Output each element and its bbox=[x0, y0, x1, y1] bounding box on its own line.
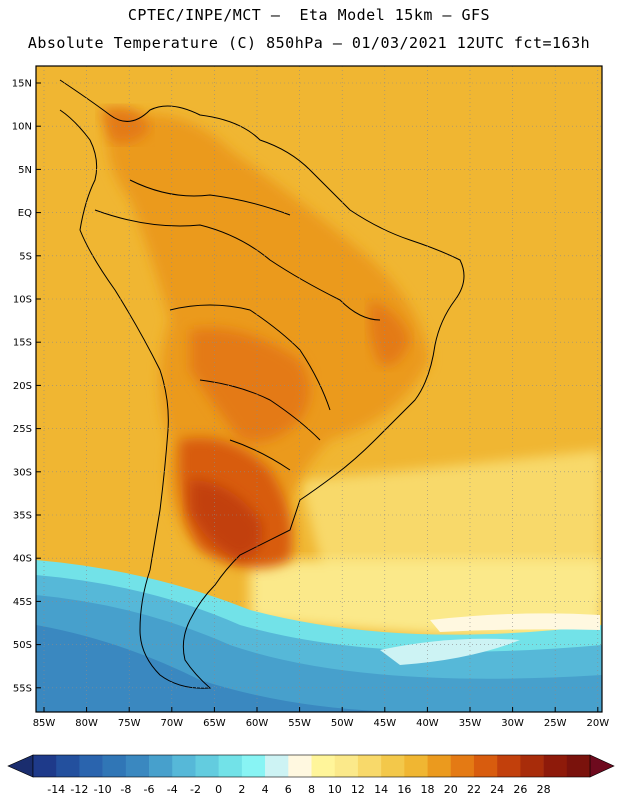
colorbar-swatch bbox=[357, 755, 382, 777]
colorbar-high-arrow bbox=[589, 754, 615, 778]
latitude-labels: 15N 10N 5N EQ 5S 10S 15S 20S 25S 30S 35S 40S 45S 50S 5… bbox=[12, 79, 41, 694]
lon-label: 60W bbox=[246, 718, 269, 729]
lat-label: 30S bbox=[13, 467, 32, 478]
lat-label: 20S bbox=[13, 381, 32, 392]
title-line-1: CPTEC/INPE/MCT – Eta Model 15km – GFS bbox=[127, 6, 491, 24]
lon-label: 45W bbox=[373, 718, 396, 729]
lon-label: 40W bbox=[416, 718, 439, 729]
lon-label: 25W bbox=[544, 718, 567, 729]
colorbar-tick-label: 4 bbox=[262, 783, 269, 796]
coastline bbox=[59, 79, 465, 689]
title-line-2: Absolute Temperature (C) 850hPa – 01/03/… bbox=[27, 34, 591, 52]
temperature-field bbox=[36, 66, 602, 712]
lon-label: 20W bbox=[586, 718, 609, 729]
colorbar-swatch bbox=[102, 755, 127, 777]
colorbar-swatch bbox=[33, 755, 57, 777]
lat-label: 5N bbox=[18, 165, 32, 176]
colorbar-swatch bbox=[125, 755, 150, 777]
lat-label: 40S bbox=[13, 554, 32, 565]
lat-label: 35S bbox=[13, 511, 32, 522]
colorbar-tick-label: 2 bbox=[238, 783, 245, 796]
colorbar-low-arrow bbox=[7, 754, 34, 778]
colorbar-tick-label: -12 bbox=[70, 783, 88, 796]
colorbar-tick-label: 24 bbox=[490, 783, 504, 796]
lat-label: 15S bbox=[13, 338, 32, 349]
colorbar-swatch bbox=[172, 755, 196, 777]
colorbar-tick-label: 28 bbox=[537, 783, 551, 796]
colorbar-swatch bbox=[56, 755, 80, 777]
colorbar-tick-label: -14 bbox=[47, 783, 65, 796]
colorbar-tick-label: 14 bbox=[374, 783, 388, 796]
colorbar-tick-label: 12 bbox=[351, 783, 365, 796]
colorbar-outline bbox=[32, 754, 591, 778]
map-frame bbox=[35, 65, 603, 713]
colorbar-swatch bbox=[497, 755, 521, 777]
lon-label: 85W bbox=[33, 718, 56, 729]
colorbar-swatch bbox=[334, 755, 359, 777]
lon-label: 80W bbox=[75, 718, 98, 729]
colorbar-swatch bbox=[473, 755, 498, 777]
colorbar-swatch bbox=[381, 755, 405, 777]
colorbar-tick-label: 18 bbox=[421, 783, 435, 796]
colorbar-swatch bbox=[311, 755, 336, 777]
colorbar-swatch bbox=[566, 755, 591, 777]
lat-label: 15N bbox=[12, 79, 32, 90]
colorbar-tick-label: 10 bbox=[328, 783, 342, 796]
lat-label: 55S bbox=[13, 683, 32, 694]
colorbar-tick-label: -4 bbox=[167, 783, 178, 796]
colorbar-tick-label: 6 bbox=[285, 783, 292, 796]
longitude-labels: 85W 80W 75W 70W 65W 60W 55W 50W 45W 40W 35W 30W 25W 2… bbox=[33, 707, 609, 729]
colorbar-tick-label: 16 bbox=[397, 783, 411, 796]
colorbar-swatch bbox=[543, 755, 568, 777]
colorbar-tick-label: 0 bbox=[215, 783, 222, 796]
colorbar-swatch bbox=[241, 755, 266, 777]
colorbar-tick-label: -2 bbox=[190, 783, 201, 796]
colorbar-tick-label: 8 bbox=[308, 783, 315, 796]
lat-label: 25S bbox=[13, 424, 32, 435]
lat-label: 45S bbox=[13, 597, 32, 608]
colorbar-swatch bbox=[404, 755, 428, 777]
colorbar-swatch bbox=[427, 755, 452, 777]
lon-label: 50W bbox=[331, 718, 354, 729]
colorbar-swatch bbox=[79, 755, 103, 777]
lon-label: 65W bbox=[203, 718, 226, 729]
colorbar-tick-label: -10 bbox=[94, 783, 112, 796]
lat-label: 5S bbox=[19, 251, 32, 262]
colorbar-swatch bbox=[218, 755, 243, 777]
lat-label: 50S bbox=[13, 640, 32, 651]
lat-label: 10S bbox=[13, 295, 32, 306]
colorbar-tick-label: 26 bbox=[513, 783, 527, 796]
colorbar-swatch bbox=[265, 755, 289, 777]
colorbar-swatch bbox=[520, 755, 544, 777]
lon-label: 30W bbox=[501, 718, 524, 729]
lon-label: 55W bbox=[288, 718, 311, 729]
lat-label: EQ bbox=[18, 208, 32, 219]
colorbar-swatch bbox=[149, 755, 173, 777]
lon-label: 75W bbox=[118, 718, 141, 729]
colorbar: -14 -12 -10 -8 -6 -4 -2 0 2 4 6 8 10 12 14 16 18 20 22 24 26… bbox=[7, 754, 615, 796]
colorbar-tick-label: -8 bbox=[120, 783, 131, 796]
colorbar-tick-label: 20 bbox=[444, 783, 458, 796]
colorbar-swatch bbox=[450, 755, 475, 777]
lon-label: 35W bbox=[459, 718, 482, 729]
colorbar-tick-label: -6 bbox=[144, 783, 155, 796]
colorbar-tick-label: 22 bbox=[467, 783, 481, 796]
colorbar-swatch bbox=[288, 755, 312, 777]
colorbar-swatch bbox=[195, 755, 219, 777]
lon-label: 70W bbox=[160, 718, 183, 729]
lat-label: 10N bbox=[12, 122, 32, 133]
